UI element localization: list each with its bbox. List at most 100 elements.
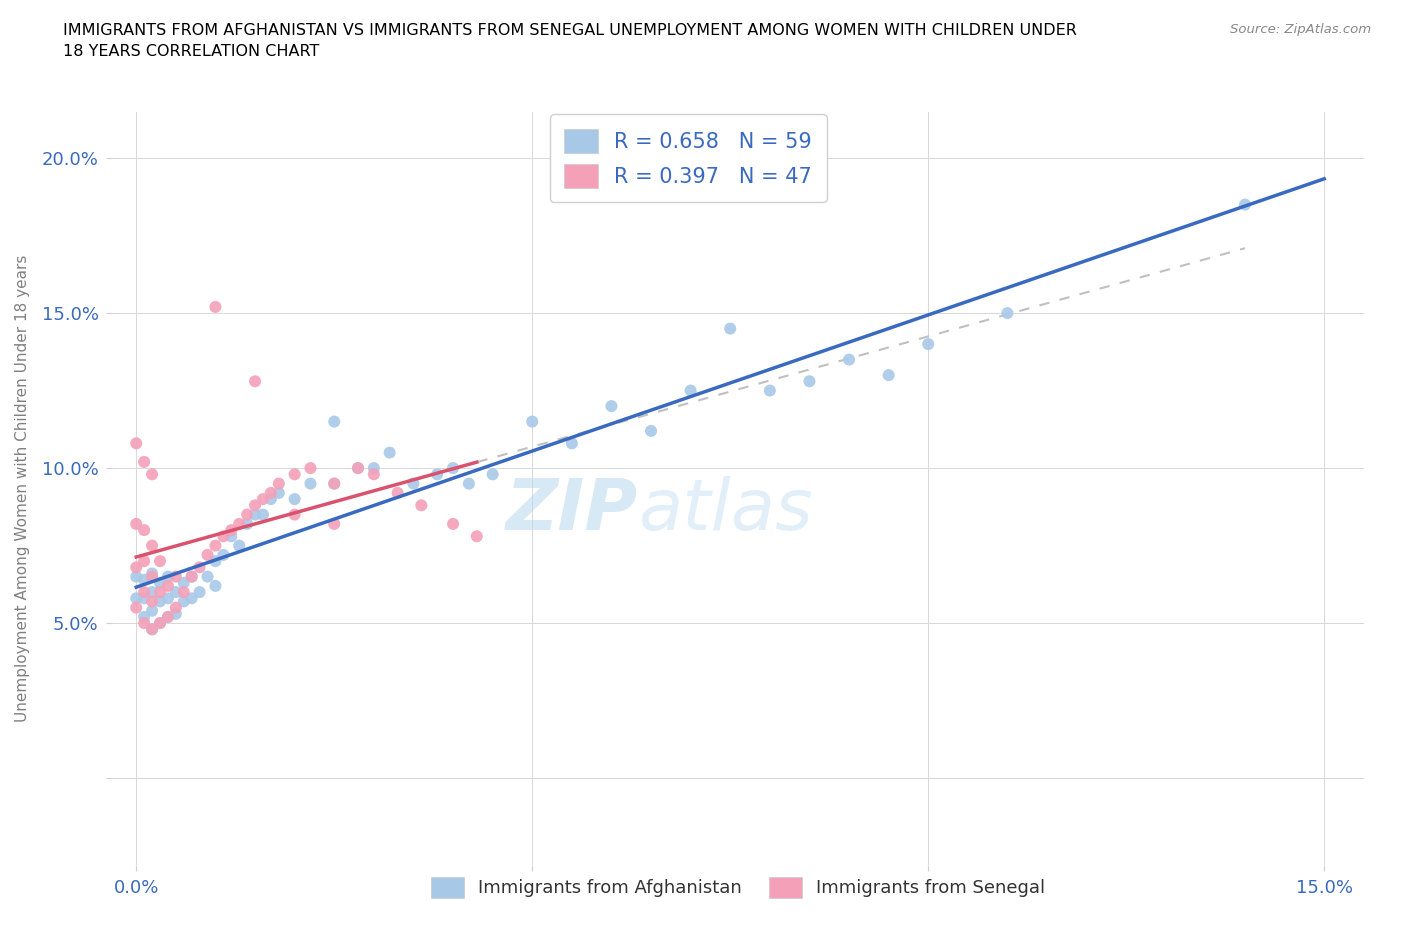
Point — [149, 553, 172, 568]
Point — [134, 553, 156, 568]
Point — [156, 609, 179, 624]
Point — [141, 569, 163, 584]
Point — [204, 299, 226, 314]
Point — [149, 594, 172, 609]
Point — [141, 585, 163, 600]
Point — [347, 460, 370, 475]
Point — [260, 485, 283, 500]
Point — [204, 553, 226, 568]
Point — [284, 467, 307, 482]
Point — [679, 383, 702, 398]
Point — [600, 399, 623, 414]
Point — [1234, 197, 1257, 212]
Point — [323, 476, 346, 491]
Point — [125, 569, 148, 584]
Point — [212, 548, 235, 563]
Point — [718, 321, 741, 336]
Point — [180, 591, 202, 605]
Point — [188, 560, 211, 575]
Point — [125, 436, 148, 451]
Point — [204, 538, 226, 553]
Point — [180, 569, 202, 584]
Point — [441, 516, 464, 531]
Point — [180, 569, 202, 584]
Point — [640, 423, 662, 438]
Point — [141, 594, 163, 609]
Point — [267, 485, 290, 500]
Point — [252, 507, 274, 522]
Text: IMMIGRANTS FROM AFGHANISTAN VS IMMIGRANTS FROM SENEGAL UNEMPLOYMENT AMONG WOMEN : IMMIGRANTS FROM AFGHANISTAN VS IMMIGRANT… — [63, 23, 1077, 60]
Point — [267, 476, 290, 491]
Point — [125, 516, 148, 531]
Point — [141, 622, 163, 637]
Point — [165, 585, 187, 600]
Point — [156, 609, 179, 624]
Point — [252, 492, 274, 507]
Point — [759, 383, 782, 398]
Point — [236, 516, 259, 531]
Point — [522, 414, 544, 429]
Point — [188, 585, 211, 600]
Point — [165, 606, 187, 621]
Point — [141, 467, 163, 482]
Point — [284, 492, 307, 507]
Point — [457, 476, 479, 491]
Text: Source: ZipAtlas.com: Source: ZipAtlas.com — [1230, 23, 1371, 36]
Point — [411, 498, 433, 512]
Point — [141, 604, 163, 618]
Point — [378, 445, 401, 460]
Point — [323, 414, 346, 429]
Point — [125, 591, 148, 605]
Point — [347, 460, 370, 475]
Text: atlas: atlas — [638, 476, 813, 545]
Point — [141, 622, 163, 637]
Point — [299, 476, 322, 491]
Point — [141, 566, 163, 581]
Point — [299, 460, 322, 475]
Point — [149, 585, 172, 600]
Point — [402, 476, 425, 491]
Point — [173, 585, 195, 600]
Point — [997, 306, 1019, 321]
Point — [156, 578, 179, 593]
Point — [323, 476, 346, 491]
Point — [877, 367, 900, 382]
Point — [260, 492, 283, 507]
Point — [323, 516, 346, 531]
Point — [219, 523, 242, 538]
Point — [173, 576, 195, 591]
Point — [465, 529, 488, 544]
Point — [134, 591, 156, 605]
Point — [165, 569, 187, 584]
Point — [197, 548, 219, 563]
Point — [243, 498, 266, 512]
Point — [387, 485, 409, 500]
Point — [561, 436, 583, 451]
Point — [236, 507, 259, 522]
Point — [125, 600, 148, 615]
Point — [228, 538, 250, 553]
Point — [141, 538, 163, 553]
Point — [156, 569, 179, 584]
Point — [197, 569, 219, 584]
Point — [134, 572, 156, 587]
Point — [284, 507, 307, 522]
Point — [149, 576, 172, 591]
Point — [441, 460, 464, 475]
Point — [243, 507, 266, 522]
Point — [165, 600, 187, 615]
Point — [204, 578, 226, 593]
Point — [917, 337, 939, 352]
Point — [363, 467, 385, 482]
Point — [125, 560, 148, 575]
Point — [156, 591, 179, 605]
Point — [219, 529, 242, 544]
Point — [134, 455, 156, 470]
Text: ZIP: ZIP — [506, 476, 638, 545]
Point — [212, 529, 235, 544]
Point — [243, 374, 266, 389]
Point — [838, 352, 860, 367]
Point — [134, 523, 156, 538]
Y-axis label: Unemployment Among Women with Children Under 18 years: Unemployment Among Women with Children U… — [15, 255, 31, 722]
Point — [363, 460, 385, 475]
